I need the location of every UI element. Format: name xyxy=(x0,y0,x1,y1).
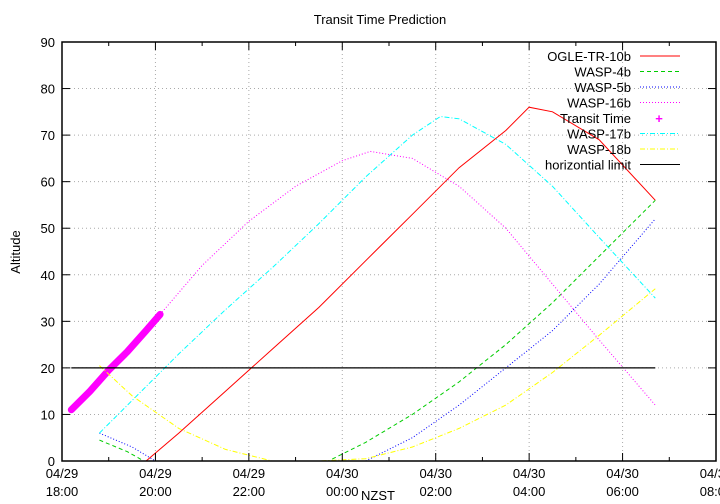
x-tick-date: 04/30 xyxy=(326,466,359,481)
legend: OGLE-TR-10bWASP-4bWASP-5bWASP-16bTransit… xyxy=(545,49,680,173)
y-tick-label: 0 xyxy=(48,454,55,469)
series-wasp-17b xyxy=(99,115,656,434)
x-tick-time: 22:00 xyxy=(233,484,266,499)
legend-label: Transit Time xyxy=(560,111,631,126)
legend-plus-icon: + xyxy=(655,111,663,126)
x-tick-date: 04/30 xyxy=(700,466,720,481)
y-tick-label: 30 xyxy=(41,314,55,329)
legend-label: horizontial limit xyxy=(545,158,631,173)
x-tick-labels: 04/29 18:00 04/29 20:00 04/29 22:00 04/30 00:00… xyxy=(46,466,720,499)
legend-label: OGLE-TR-10b xyxy=(547,49,631,64)
series-ogle-tr-10b xyxy=(145,106,656,462)
x-tick-time: 04:00 xyxy=(513,484,546,499)
series-wasp-18b xyxy=(99,288,656,462)
x-tick-date: 04/30 xyxy=(606,466,639,481)
x-tick-time: 18:00 xyxy=(46,484,79,499)
x-tick-time: 08:00 xyxy=(700,484,720,499)
x-tick-time: 02:00 xyxy=(419,484,452,499)
y-tick-label: 80 xyxy=(41,82,55,97)
x-tick-date: 04/29 xyxy=(233,466,266,481)
x-tick-time: 20:00 xyxy=(139,484,172,499)
series-transit-time xyxy=(67,310,164,414)
x-tick-date: 04/30 xyxy=(513,466,546,481)
data-series xyxy=(67,106,656,462)
legend-label: WASP-5b xyxy=(574,80,631,95)
y-tick-label: 20 xyxy=(41,361,55,376)
y-tick-label: 90 xyxy=(41,35,55,50)
y-tick-labels: 0 10 20 30 40 50 60 70 80 90 xyxy=(41,35,55,469)
legend-label: WASP-4b xyxy=(574,65,631,80)
series-wasp-16b xyxy=(159,150,656,406)
x-tick-date: 04/29 xyxy=(46,466,79,481)
x-tick-date: 04/29 xyxy=(139,466,172,481)
y-tick-label: 50 xyxy=(41,221,55,236)
y-tick-label: 70 xyxy=(41,128,55,143)
series-wasp-4b xyxy=(99,199,656,462)
y-axis-label: Altitude xyxy=(8,230,23,273)
legend-label: WASP-18b xyxy=(567,142,631,157)
x-tick-date: 04/30 xyxy=(419,466,452,481)
y-tick-label: 40 xyxy=(41,268,55,283)
y-tick-label: 10 xyxy=(41,407,55,422)
x-tick-time: 06:00 xyxy=(606,484,639,499)
x-tick-time: 00:00 xyxy=(326,484,359,499)
legend-label: WASP-16b xyxy=(567,96,631,111)
series-wasp-5b xyxy=(99,218,656,462)
y-tick-label: 60 xyxy=(41,175,55,190)
legend-label: WASP-17b xyxy=(567,127,631,142)
axis-ticks xyxy=(61,41,717,462)
x-axis-label: NZST xyxy=(361,488,395,503)
chart-title: Transit Time Prediction xyxy=(314,12,446,27)
